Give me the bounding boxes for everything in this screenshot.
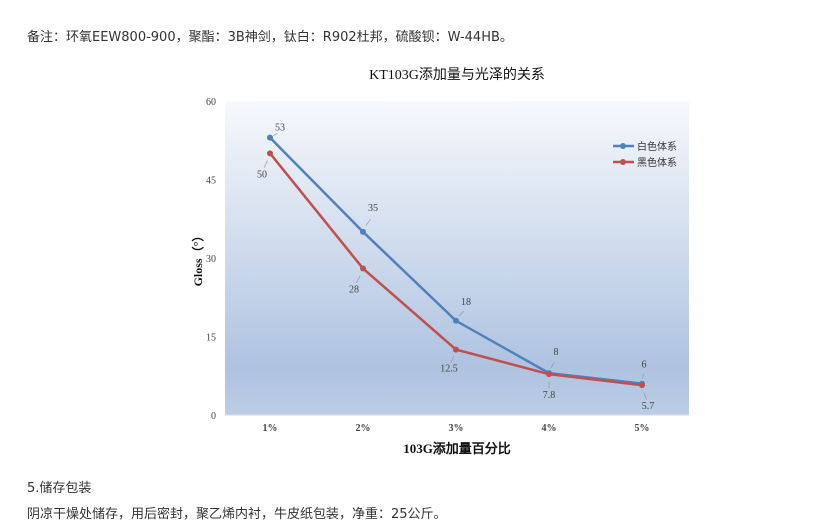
x-tick-label: 1% bbox=[263, 423, 278, 434]
data-label: 7.8 bbox=[543, 390, 556, 401]
y-axis-label: Gloss（°） bbox=[190, 230, 205, 287]
data-label: 18 bbox=[461, 297, 471, 308]
legend-marker bbox=[620, 159, 626, 165]
leader-line bbox=[263, 160, 268, 168]
chart-title: KT103G添加量与光泽的关系 bbox=[369, 67, 545, 83]
y-tick-label: 0 bbox=[211, 411, 216, 422]
x-tick-label: 4% bbox=[542, 423, 557, 434]
leader-line bbox=[550, 362, 555, 368]
leader-line bbox=[643, 392, 647, 400]
x-tick-label: 2% bbox=[356, 423, 371, 434]
data-label: 35 bbox=[368, 203, 378, 214]
y-tick-label: 45 bbox=[206, 176, 216, 187]
packaging-text: 阴凉干燥处储存，用后密封，聚乙烯内衬，牛皮纸包装，净重：25公斤。 bbox=[27, 507, 447, 522]
data-point bbox=[360, 265, 366, 272]
leader-line bbox=[450, 356, 455, 363]
data-point bbox=[546, 371, 552, 378]
note-text: 备注：环氧EEW800-900，聚酯：3B神剑，钛白：R902杜邦，硫酸钡：W-… bbox=[27, 30, 513, 45]
data-point bbox=[267, 134, 273, 141]
leader-line bbox=[365, 219, 371, 226]
data-label: 50 bbox=[257, 169, 267, 180]
legend-label: 白色体系 bbox=[637, 140, 677, 153]
legend-marker bbox=[620, 143, 626, 149]
leader-line bbox=[642, 373, 644, 379]
section-title: 5.储存包装 bbox=[27, 481, 92, 496]
data-point bbox=[453, 317, 459, 324]
data-point bbox=[639, 382, 645, 389]
leader-line bbox=[355, 275, 361, 284]
data-label: 8 bbox=[554, 347, 559, 358]
data-label: 53 bbox=[275, 123, 285, 134]
data-label: 6 bbox=[642, 360, 647, 371]
data-point bbox=[360, 228, 366, 235]
x-axis-label: 103G添加量百分比 bbox=[403, 441, 511, 456]
y-tick-label: 60 bbox=[206, 97, 216, 108]
x-tick-label: 3% bbox=[449, 423, 464, 434]
leader-line bbox=[458, 310, 464, 317]
data-label: 5.7 bbox=[642, 401, 655, 412]
data-label: 12.5 bbox=[440, 364, 458, 375]
data-point bbox=[453, 346, 459, 353]
leader-line bbox=[272, 133, 278, 136]
data-point bbox=[267, 150, 273, 157]
x-tick-label: 5% bbox=[635, 423, 650, 434]
y-tick-label: 30 bbox=[206, 254, 216, 265]
data-label: 28 bbox=[349, 284, 359, 295]
legend-label: 黑色体系 bbox=[637, 156, 677, 169]
plot-area bbox=[225, 101, 689, 415]
y-tick-label: 15 bbox=[206, 333, 216, 344]
